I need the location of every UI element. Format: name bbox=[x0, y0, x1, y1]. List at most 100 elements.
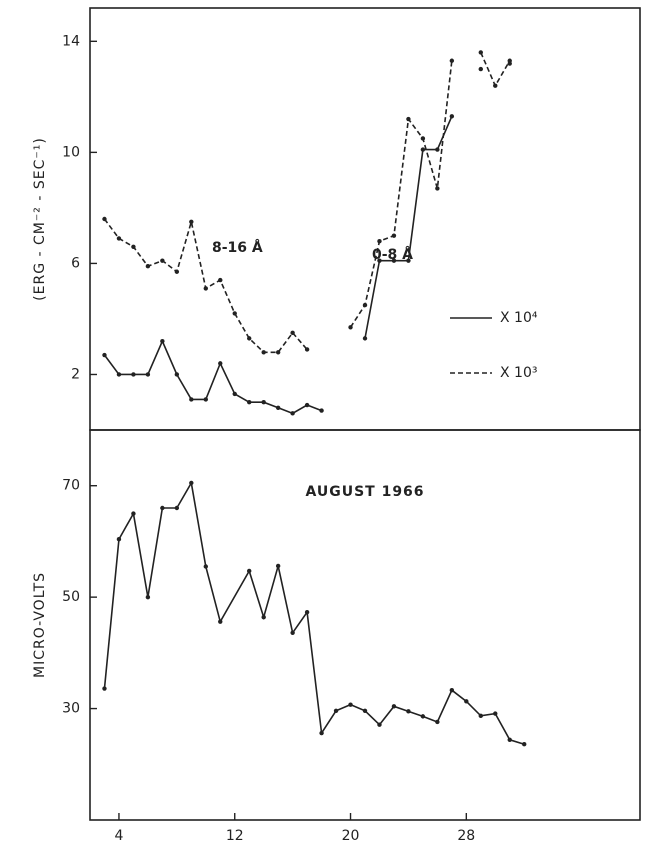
data-point bbox=[348, 325, 353, 330]
data-point bbox=[406, 116, 411, 122]
data-point bbox=[333, 708, 339, 713]
data-point bbox=[391, 258, 397, 263]
data-point bbox=[102, 686, 107, 691]
annotation: 8-16 Å bbox=[212, 239, 263, 256]
data-point bbox=[275, 563, 281, 569]
data-point bbox=[290, 411, 295, 416]
data-point bbox=[102, 352, 107, 358]
data-point bbox=[247, 400, 252, 405]
data-point bbox=[493, 711, 498, 716]
annotation: AUGUST 1966 bbox=[305, 484, 424, 500]
y-axis-label: (ERG - CM⁻² - SEC⁻¹) bbox=[32, 137, 48, 301]
data-point bbox=[304, 402, 310, 408]
data-point bbox=[290, 330, 295, 336]
data-point bbox=[247, 568, 252, 574]
data-point bbox=[435, 147, 440, 152]
legend-label: X 10⁴ bbox=[500, 310, 538, 326]
data-point bbox=[203, 564, 208, 569]
y-tick-label: 2 bbox=[71, 366, 80, 382]
data-point bbox=[420, 136, 426, 141]
data-point bbox=[406, 258, 411, 263]
data-point bbox=[493, 83, 498, 88]
data-point bbox=[362, 302, 368, 308]
data-point bbox=[319, 730, 324, 736]
y-tick-label: 70 bbox=[62, 478, 80, 494]
data-point bbox=[290, 630, 295, 635]
y-tick-label: 30 bbox=[62, 701, 80, 717]
data-point bbox=[174, 372, 180, 377]
data-point bbox=[319, 408, 324, 413]
data-point bbox=[145, 263, 151, 269]
data-point bbox=[464, 699, 469, 704]
data-point bbox=[145, 372, 151, 377]
data-point bbox=[218, 277, 223, 283]
y-tick-label: 50 bbox=[62, 589, 80, 605]
data-point bbox=[377, 239, 382, 244]
data-point bbox=[362, 708, 368, 713]
data-point bbox=[391, 233, 397, 238]
data-point bbox=[275, 405, 281, 410]
data-point bbox=[116, 236, 122, 241]
data-point bbox=[478, 66, 483, 72]
data-point bbox=[218, 619, 223, 624]
data-point bbox=[449, 687, 455, 693]
data-point bbox=[131, 372, 136, 377]
data-point bbox=[131, 244, 136, 249]
data-point bbox=[507, 58, 512, 63]
series-line bbox=[104, 64, 509, 414]
x-tick-label: 12 bbox=[226, 828, 244, 844]
y-tick-label: 10 bbox=[62, 144, 80, 160]
data-point bbox=[189, 397, 194, 402]
data-point bbox=[304, 347, 310, 352]
data-point bbox=[435, 719, 440, 725]
data-point bbox=[232, 391, 237, 397]
data-point bbox=[232, 311, 237, 316]
series-line bbox=[103, 52, 511, 354]
data-point bbox=[261, 350, 266, 355]
data-point bbox=[304, 609, 310, 615]
data-point bbox=[377, 258, 382, 263]
data-point bbox=[189, 480, 194, 486]
x-tick-label: 28 bbox=[457, 828, 475, 844]
data-point bbox=[189, 219, 194, 224]
data-point bbox=[261, 400, 266, 405]
series-line bbox=[103, 480, 525, 745]
data-point bbox=[478, 50, 483, 55]
data-point bbox=[160, 258, 165, 263]
data-point bbox=[102, 216, 107, 222]
data-point bbox=[507, 737, 512, 742]
data-point bbox=[478, 713, 483, 719]
data-point bbox=[116, 372, 122, 377]
data-point bbox=[131, 511, 136, 516]
data-point bbox=[362, 336, 368, 341]
top-panel-frame bbox=[89, 7, 641, 431]
data-point bbox=[203, 286, 208, 291]
y-axis-label: MICRO-VOLTS bbox=[32, 572, 48, 678]
data-point bbox=[275, 350, 281, 355]
x-tick-label: 4 bbox=[114, 828, 123, 844]
data-point bbox=[218, 361, 223, 366]
data-point bbox=[160, 505, 165, 511]
data-point bbox=[116, 537, 122, 542]
x-tick-label: 20 bbox=[342, 828, 360, 844]
data-point bbox=[522, 742, 527, 747]
data-point bbox=[247, 336, 252, 341]
data-point bbox=[449, 58, 455, 63]
data-point bbox=[160, 338, 165, 344]
data-point bbox=[406, 709, 411, 714]
legend-label: X 10³ bbox=[500, 365, 537, 381]
data-point bbox=[391, 704, 397, 709]
data-point bbox=[348, 702, 353, 707]
data-point bbox=[377, 722, 382, 727]
data-point bbox=[420, 147, 426, 152]
data-point bbox=[435, 186, 440, 191]
data-point bbox=[261, 615, 266, 620]
data-point bbox=[174, 505, 180, 511]
bottom-panel-frame bbox=[89, 429, 641, 821]
data-point bbox=[449, 114, 455, 119]
data-point bbox=[145, 594, 151, 600]
data-point bbox=[174, 269, 180, 274]
y-tick-label: 14 bbox=[62, 33, 80, 49]
data-point bbox=[203, 397, 208, 402]
